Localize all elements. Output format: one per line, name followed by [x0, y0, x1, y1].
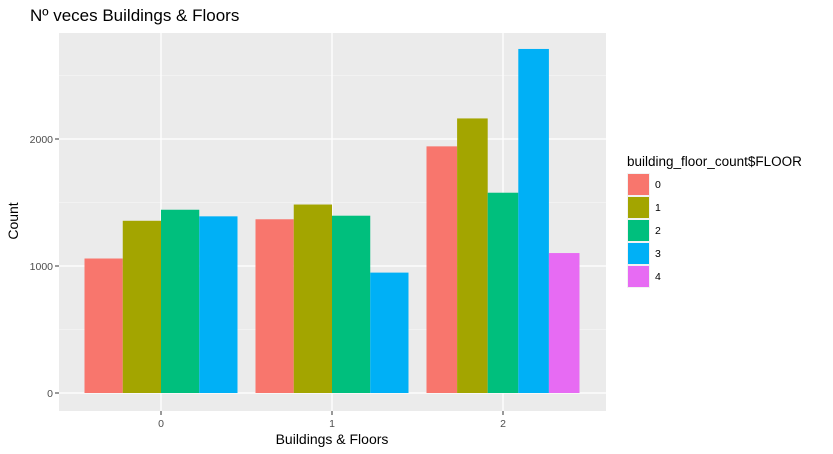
bar-0-2: [161, 209, 200, 393]
y-axis-label: Count: [5, 202, 21, 239]
bar-0-3: [199, 216, 238, 393]
legend-label-1: 1: [655, 202, 661, 214]
bar-1-0: [255, 219, 294, 393]
bar-2-0: [426, 146, 458, 393]
bar-0-1: [122, 220, 161, 393]
legend-key-2: [628, 220, 649, 241]
bar-1-2: [332, 215, 371, 393]
bars: [84, 48, 580, 394]
legend: building_floor_count$FLOOR 0 1 2 3 4: [627, 154, 802, 288]
legend-key-4: [628, 266, 649, 287]
bar-1-3: [370, 272, 409, 393]
y-axis: 0 1000 2000: [30, 134, 59, 400]
x-tick-label: 0: [158, 418, 164, 430]
legend-label-0: 0: [655, 179, 661, 191]
legend-key-1: [628, 197, 649, 218]
y-tick-label: 2000: [30, 134, 54, 146]
legend-key-3: [628, 243, 649, 264]
bar-0-0: [84, 258, 123, 393]
legend-label-4: 4: [655, 271, 661, 283]
bar-2-3: [518, 48, 549, 393]
x-axis: 0 1 2: [158, 411, 506, 430]
x-tick-label: 2: [500, 418, 506, 430]
y-tick-label: 0: [47, 388, 53, 400]
bar-1-1: [293, 204, 332, 393]
chart-title: Nº veces Buildings & Floors: [30, 6, 239, 25]
legend-title: building_floor_count$FLOOR: [627, 154, 802, 169]
x-tick-label: 1: [329, 418, 335, 430]
bar-2-4: [548, 253, 580, 393]
bar-2-2: [487, 192, 519, 393]
bar-2-1: [457, 118, 488, 394]
y-tick-label: 1000: [30, 261, 54, 273]
legend-key-0: [628, 174, 649, 195]
legend-label-3: 3: [655, 248, 661, 260]
legend-label-2: 2: [655, 225, 661, 237]
x-axis-label: Buildings & Floors: [276, 431, 389, 447]
